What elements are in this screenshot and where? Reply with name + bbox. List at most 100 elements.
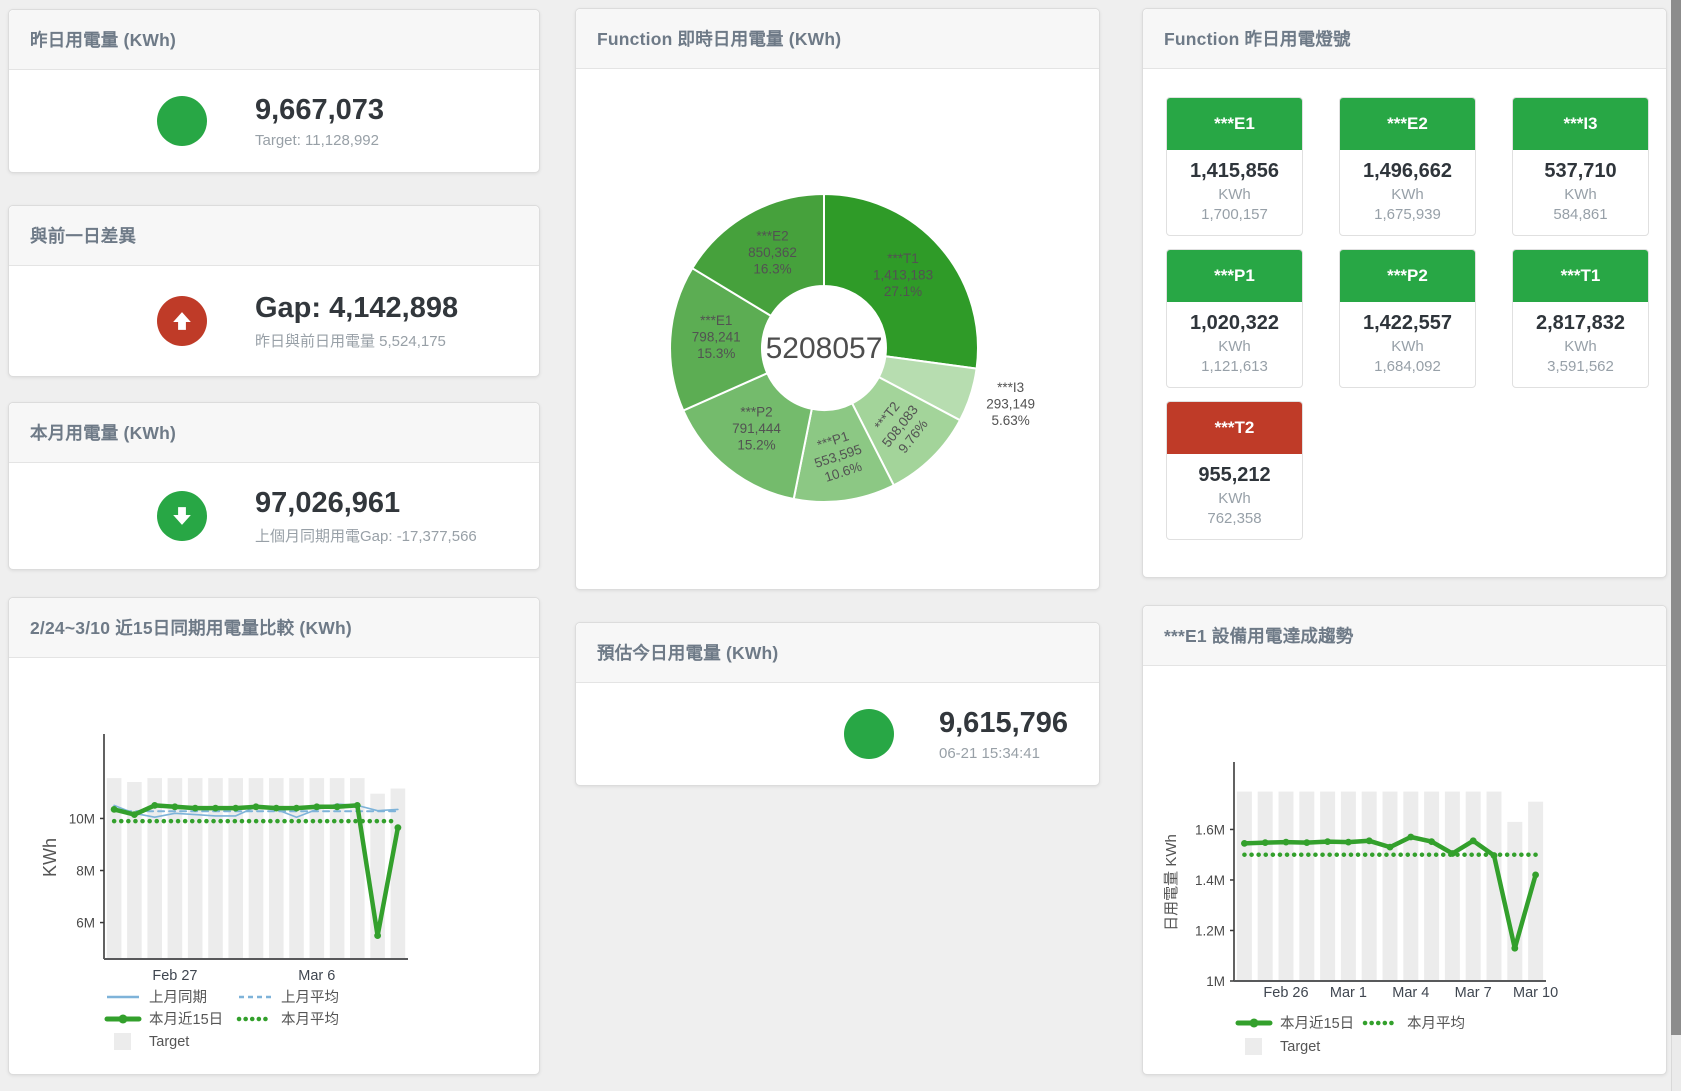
target-bar[interactable] [269, 778, 284, 959]
target-bar[interactable] [106, 778, 122, 959]
light-card-value: 2,817,832 [1536, 312, 1625, 334]
donut-slice[interactable] [823, 192, 979, 370]
target-bar[interactable] [1486, 791, 1502, 981]
scrollbar-thumb[interactable] [1671, 0, 1681, 1035]
target-bar[interactable] [1299, 791, 1315, 981]
legend-item[interactable]: 本月平均 [236, 1011, 339, 1028]
series-point[interactable] [1261, 839, 1269, 846]
series-point[interactable] [1345, 838, 1352, 846]
target-bar[interactable] [228, 778, 243, 959]
target-bar[interactable] [1403, 791, 1419, 981]
e1-trend-chart[interactable]: 1M 1.2M 1.4M 1.6M Feb 26 Mar 1 Mar 4 Mar 7 Mar 1… [1143, 666, 1666, 1074]
series-point[interactable] [171, 803, 179, 811]
panel-yesterday-usage: 昨日用電量 (KWh) 9,667,073 Target: 11,128,992 [8, 9, 540, 173]
light-card-header: ***P1 [1167, 250, 1302, 302]
series-point[interactable] [333, 803, 341, 811]
light-card-unit: KWh [1218, 186, 1251, 203]
series-point[interactable] [1386, 843, 1394, 851]
x-tick-label: Mar 10 [1513, 985, 1558, 1001]
target-bar[interactable] [1257, 791, 1273, 981]
panel-title: Function 昨日用電燈號 [1164, 29, 1351, 49]
series-point[interactable] [1324, 838, 1331, 845]
panel-title: 本月用電量 (KWh) [30, 423, 177, 443]
series-point[interactable] [1303, 839, 1311, 846]
series-point[interactable] [1282, 838, 1290, 846]
legend-item[interactable]: 上月平均 [239, 989, 339, 1006]
series-point[interactable] [272, 804, 280, 812]
series-point[interactable] [151, 802, 159, 809]
stat-subtitle: 昨日與前日用電量 5,524,175 [255, 332, 446, 350]
legend-label: 本月平均 [281, 1011, 339, 1028]
target-bar[interactable] [1340, 791, 1356, 981]
donut-slice[interactable] [690, 192, 825, 318]
legend-item[interactable]: Target [114, 1033, 189, 1050]
target-bar[interactable] [1382, 791, 1398, 981]
target-bar[interactable] [187, 778, 203, 959]
target-bar[interactable] [1424, 791, 1440, 981]
target-bar[interactable] [1444, 791, 1460, 981]
light-card-value: 537,710 [1544, 160, 1617, 182]
series-point[interactable] [313, 803, 321, 811]
light-card-target: 1,121,613 [1201, 358, 1268, 375]
series-point[interactable] [1532, 871, 1539, 879]
target-bar[interactable] [147, 778, 162, 959]
legend-item[interactable]: 本月平均 [1362, 1015, 1465, 1032]
series-point[interactable] [394, 824, 402, 831]
target-bar[interactable] [1528, 801, 1544, 981]
target-bar[interactable] [127, 782, 142, 959]
light-card-unit: KWh [1391, 338, 1424, 355]
panel-compare-15d: 2/24~3/10 近15日同期用電量比較 (KWh) 6M 8M 10M Feb 2… [8, 597, 540, 1075]
series-point[interactable] [232, 804, 240, 812]
series-point[interactable] [1365, 837, 1373, 845]
panel-title: 預估今日用電量 (KWh) [597, 643, 779, 663]
light-card: ***I3 537,710 KWh 584,861 [1512, 97, 1649, 236]
target-bar[interactable] [1236, 791, 1252, 981]
series-point[interactable] [1469, 837, 1477, 845]
target-bar[interactable] [1465, 791, 1481, 981]
y-tick-label: 1.4M [1195, 873, 1225, 888]
series-point[interactable] [110, 806, 118, 813]
target-bar[interactable] [1278, 791, 1294, 981]
series-point[interactable] [212, 804, 219, 812]
target-bar[interactable] [1320, 791, 1336, 981]
series-point[interactable] [1490, 852, 1498, 859]
legend-item[interactable]: 本月近15日 [1235, 1015, 1354, 1032]
series-point[interactable] [353, 802, 361, 809]
y-axis-label: 日用電量 KWh [1163, 834, 1180, 931]
light-card-header: ***E1 [1167, 98, 1302, 150]
legend-item[interactable]: 上月同期 [107, 989, 207, 1006]
target-bar[interactable] [1507, 821, 1523, 981]
panel-yesterday-lights: Function 昨日用電燈號 ***E1 1,415,856 KWh 1,700,1… [1142, 8, 1667, 578]
light-card-value: 955,212 [1198, 464, 1271, 486]
series-point[interactable] [374, 932, 381, 939]
stat-body: Gap: 4,142,898 昨日與前日用電量 5,524,175 [9, 266, 539, 376]
series-point[interactable] [131, 811, 138, 818]
light-card-target: 1,675,939 [1374, 206, 1441, 223]
target-bar[interactable] [329, 778, 345, 959]
series-point[interactable] [1449, 850, 1456, 857]
donut-slice[interactable] [681, 371, 813, 501]
panel-header: 昨日用電量 (KWh) [9, 10, 539, 70]
panel-title: 與前一日差異 [30, 226, 137, 246]
legend-item[interactable]: 本月近15日 [104, 1011, 223, 1028]
target-bar[interactable] [1361, 791, 1377, 981]
target-bar[interactable] [208, 778, 223, 959]
target-bar[interactable] [289, 778, 304, 959]
light-card-header: ***P2 [1340, 250, 1475, 302]
series-point[interactable] [1511, 944, 1519, 952]
x-tick-label: Mar 6 [298, 968, 335, 984]
series-point[interactable] [1407, 833, 1415, 841]
donut-slice[interactable] [669, 266, 773, 412]
legend-item[interactable]: Target [1245, 1038, 1320, 1055]
series-point[interactable] [252, 803, 260, 811]
series-point[interactable] [191, 804, 199, 812]
series-point[interactable] [293, 804, 300, 812]
target-bar[interactable] [390, 788, 406, 960]
realtime-donut-chart[interactable]: ***T1 1,413,183 27.1%***I3 293,149 5.63%***T… [576, 69, 1099, 589]
target-bar[interactable] [248, 778, 264, 959]
down-arrow-icon [157, 491, 207, 541]
series-point[interactable] [1241, 840, 1248, 847]
scrollbar-track[interactable] [1671, 0, 1681, 1091]
series-point[interactable] [1428, 838, 1435, 845]
